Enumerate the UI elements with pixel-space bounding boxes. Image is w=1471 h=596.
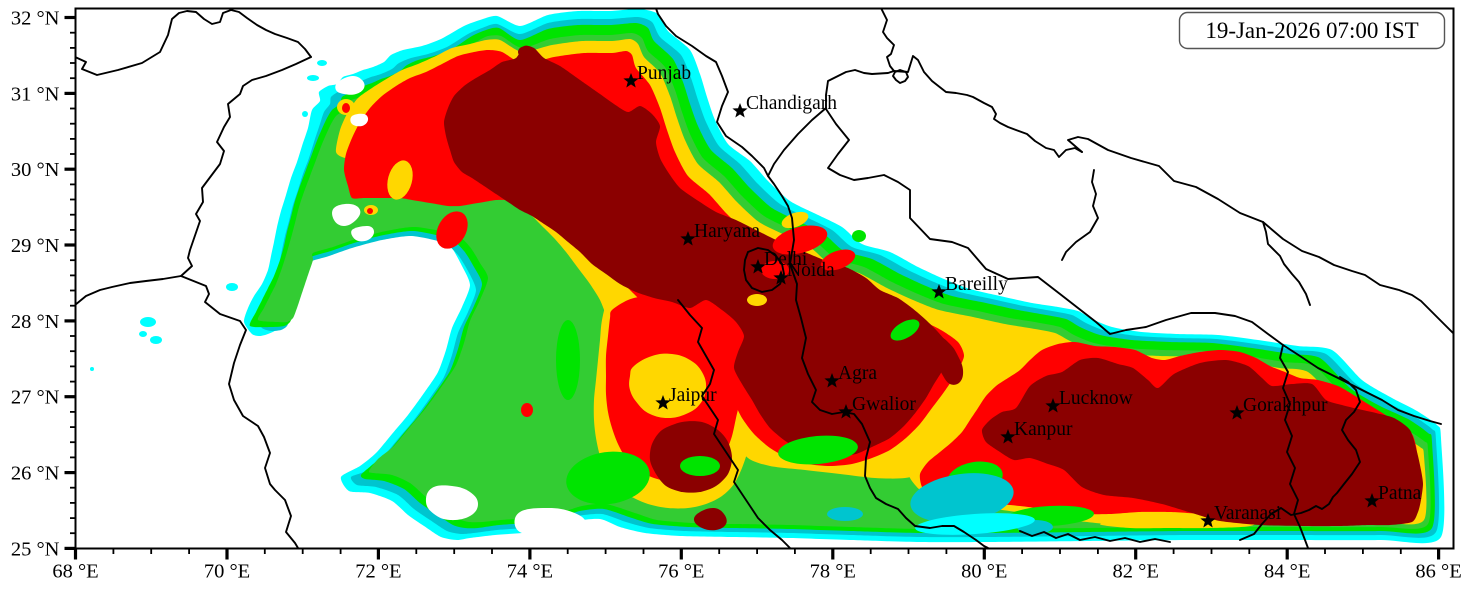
- svg-text:86 °E: 86 °E: [1415, 561, 1461, 583]
- svg-text:Agra: Agra: [838, 363, 877, 384]
- svg-text:Kanpur: Kanpur: [1014, 419, 1073, 440]
- svg-text:Gorakhpur: Gorakhpur: [1243, 395, 1328, 416]
- svg-text:Bareilly: Bareilly: [945, 274, 1008, 295]
- svg-text:80 °E: 80 °E: [961, 561, 1007, 583]
- svg-text:Gwalior: Gwalior: [852, 394, 916, 415]
- svg-text:19-Jan-2026 07:00 IST: 19-Jan-2026 07:00 IST: [1205, 18, 1418, 43]
- svg-text:Punjab: Punjab: [637, 63, 691, 84]
- svg-text:76 °E: 76 °E: [658, 561, 704, 583]
- svg-text:30 °N: 30 °N: [11, 159, 60, 181]
- svg-text:32 °N: 32 °N: [11, 8, 60, 30]
- svg-text:Varanasi: Varanasi: [1214, 503, 1282, 524]
- svg-text:Delhi: Delhi: [764, 249, 808, 270]
- svg-text:Patna: Patna: [1378, 483, 1422, 504]
- svg-text:29 °N: 29 °N: [11, 235, 60, 257]
- svg-text:70 °E: 70 °E: [204, 561, 250, 583]
- svg-text:27 °N: 27 °N: [11, 387, 60, 409]
- svg-text:74 °E: 74 °E: [507, 561, 553, 583]
- svg-text:25 °N: 25 °N: [11, 538, 60, 560]
- svg-text:28 °N: 28 °N: [11, 311, 60, 333]
- svg-text:82 °E: 82 °E: [1113, 561, 1159, 583]
- svg-text:31 °N: 31 °N: [11, 83, 60, 105]
- svg-text:68 °E: 68 °E: [52, 561, 98, 583]
- svg-text:84 °E: 84 °E: [1264, 561, 1310, 583]
- svg-text:Haryana: Haryana: [694, 221, 760, 242]
- svg-text:Noida: Noida: [787, 260, 835, 281]
- svg-text:Jaipur: Jaipur: [669, 385, 717, 406]
- svg-text:Chandigarh: Chandigarh: [746, 93, 837, 114]
- svg-text:26 °N: 26 °N: [11, 463, 60, 485]
- svg-text:Lucknow: Lucknow: [1059, 388, 1133, 409]
- svg-text:78 °E: 78 °E: [810, 561, 856, 583]
- svg-text:72 °E: 72 °E: [355, 561, 401, 583]
